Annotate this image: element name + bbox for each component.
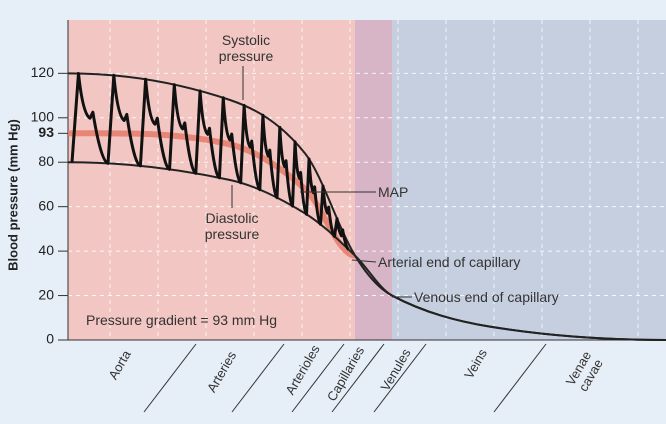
pressure-line — [67, 161, 666, 341]
y-tick-label: 60 — [38, 197, 54, 213]
y-tick-label: 80 — [38, 153, 54, 169]
y-axis-label: Blood pressure (mm Hg) — [5, 119, 20, 271]
pulse-wave — [70, 71, 350, 251]
annotation: Pressure gradient = 93 mm Hg — [86, 312, 278, 328]
y-tick-label: 0 — [46, 331, 54, 347]
leader-line — [351, 259, 377, 263]
y-tick-label: 120 — [31, 64, 55, 80]
category-divider — [231, 343, 285, 413]
series-label: Systolic pressure — [218, 32, 274, 64]
y-tick-label: 100 — [31, 108, 55, 124]
category-divider — [373, 343, 427, 413]
y-tick-label: 20 — [38, 286, 54, 302]
category-divider — [291, 343, 345, 413]
annotation: Arterial end of capillary — [378, 254, 521, 270]
y-tick-label: 93 — [38, 124, 54, 140]
category-divider — [143, 343, 197, 413]
category-divider — [331, 343, 385, 413]
category-divider — [493, 343, 547, 413]
series-label: Diastolic pressure — [204, 210, 260, 242]
y-tick-label: 40 — [38, 242, 54, 258]
series-label: MAP — [378, 184, 409, 200]
map-line — [67, 130, 356, 259]
annotation: Venous end of capillary — [414, 289, 559, 305]
